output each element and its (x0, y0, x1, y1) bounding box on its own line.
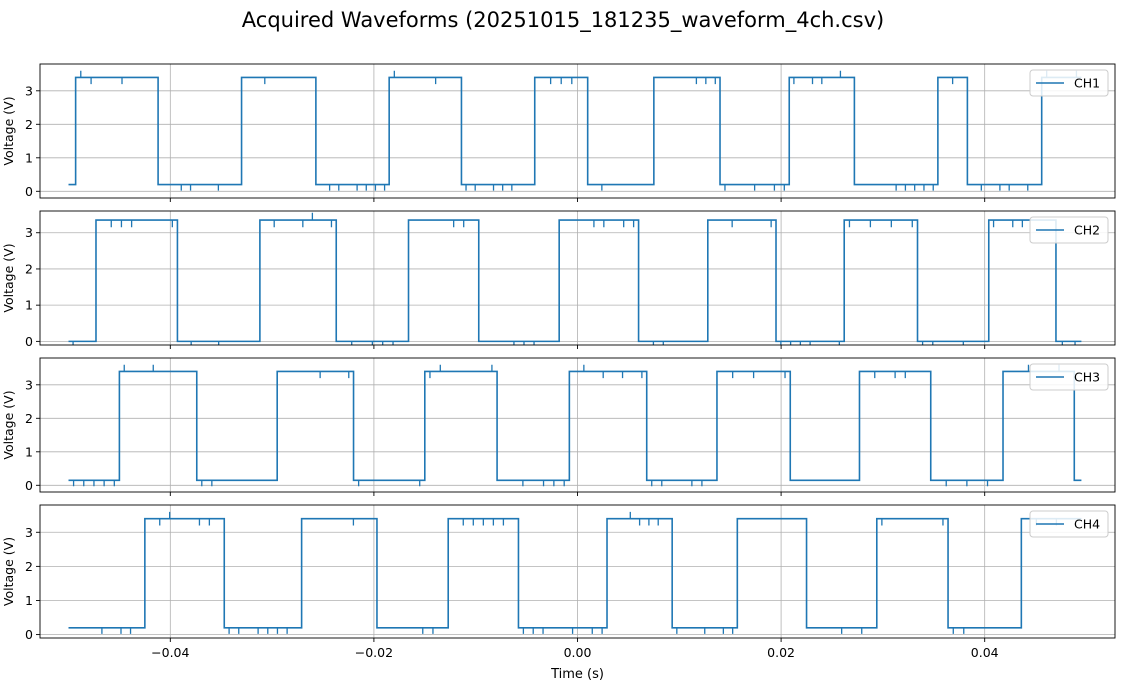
legend: CH1 (1029, 69, 1109, 97)
legend-box (1029, 363, 1109, 391)
y-tick-label: 1 (25, 298, 33, 313)
y-tick-label: 0 (25, 627, 33, 642)
legend-box (1029, 216, 1109, 244)
waveform-line (68, 517, 1082, 629)
y-tick-label: 2 (25, 261, 33, 276)
legend: CH2 (1029, 216, 1109, 244)
y-tick-label: 1 (25, 444, 33, 459)
waveform-noise (101, 511, 1058, 634)
y-axis-label: Voltage (V) (1, 243, 16, 312)
legend-label: CH1 (1074, 76, 1100, 91)
legend-label: CH4 (1074, 517, 1100, 532)
y-tick-label: 2 (25, 559, 33, 574)
y-tick-label: 3 (25, 377, 33, 392)
series-ch1 (68, 70, 1082, 191)
figure-title: Acquired Waveforms (20251015_181235_wave… (241, 8, 885, 32)
series-ch4 (68, 511, 1082, 634)
subplot-ch3: 0 1 2 3 Voltage (V) CH3 (1, 357, 1116, 496)
series-ch3 (68, 364, 1082, 487)
y-axis-label: Voltage (V) (1, 537, 16, 606)
y-axis-label: Voltage (V) (1, 96, 16, 165)
subplot-ch4: 0 1 2 3 −0.04 −0.02 0.00 0.02 0.04 Time (s) Voltag… (1, 504, 1116, 682)
legend-box (1029, 510, 1109, 538)
subplot-ch2: 0 1 2 3 Voltage (V) CH2 (1, 210, 1116, 349)
y-tick-label: 3 (25, 83, 33, 98)
x-tick-label: −0.04 (151, 645, 189, 660)
legend-box (1029, 69, 1109, 97)
x-tick-label: 0.04 (971, 645, 999, 660)
legend-label: CH2 (1074, 223, 1100, 238)
legend-label: CH3 (1074, 370, 1100, 385)
x-tick-label: 0.00 (564, 645, 592, 660)
subplot-ch1: 0 1 2 3 Voltage (V) CH1 (1, 63, 1116, 202)
y-tick-label: 1 (25, 593, 33, 608)
x-tick-label: −0.02 (355, 645, 393, 660)
y-tick-label: 1 (25, 150, 33, 165)
y-tick-label: 2 (25, 411, 33, 426)
waveform-noise (72, 364, 1060, 487)
y-tick-label: 0 (25, 184, 33, 199)
y-tick-label: 2 (25, 117, 33, 132)
x-axis-label: Time (s) (550, 667, 604, 682)
y-axis-label: Voltage (V) (1, 390, 16, 459)
waveform-line (68, 370, 1082, 482)
y-tick-label: 0 (25, 478, 33, 493)
y-tick-label: 0 (25, 334, 33, 349)
y-tick-label: 3 (25, 225, 33, 240)
waveform-line (68, 76, 1082, 186)
legend: CH4 (1029, 510, 1109, 538)
waveform-line (68, 219, 1082, 343)
y-tick-label: 3 (25, 525, 33, 540)
waveform-noise (80, 70, 1078, 191)
x-tick-label: 0.02 (767, 645, 795, 660)
legend: CH3 (1029, 363, 1109, 391)
